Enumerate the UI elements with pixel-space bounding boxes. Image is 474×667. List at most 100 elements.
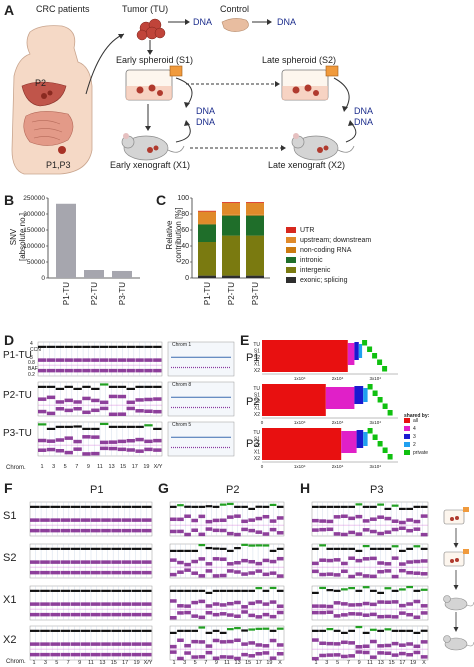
panel-b-xtick-label: P2-TU (90, 282, 99, 305)
baf-band-upper (170, 644, 177, 649)
baf-band-upper (100, 358, 109, 362)
panel-e-bar-private (387, 454, 393, 460)
panel-f-chrom-tick: 13 (99, 660, 105, 666)
baf-band-lower (219, 528, 227, 533)
ccn-segment (55, 345, 65, 348)
ccn-segment (177, 549, 184, 552)
baf-band-upper (219, 603, 227, 607)
baf-band-lower (108, 368, 118, 373)
baf-band-lower (101, 528, 111, 533)
baf-band-upper (241, 519, 248, 524)
ccn-segment (100, 345, 109, 348)
baf-band-upper (269, 559, 277, 564)
ccn-segment (101, 547, 111, 550)
ccn-segment (126, 345, 135, 348)
ccn-segment (55, 387, 65, 390)
baf-band-upper (184, 562, 191, 567)
baf-band-lower (406, 528, 413, 533)
panel-c-legend-swatch (286, 227, 296, 233)
panel-g-chrom-tick: 5 (194, 660, 197, 666)
baf-band-lower (60, 528, 71, 533)
panel-c-legend-swatch (286, 267, 296, 273)
baf-band-lower (370, 529, 377, 534)
baf-band-lower (234, 532, 241, 537)
panel-h-chrom-tick: 3 (325, 660, 328, 666)
panel-c-legend-swatch (286, 237, 296, 243)
baf-band-lower (262, 612, 270, 617)
baf-band-lower (227, 569, 234, 573)
baf-band-upper (248, 601, 255, 606)
ccn-segment (219, 503, 227, 506)
baf-band-upper (111, 518, 121, 522)
ccn-segment (131, 547, 142, 550)
baf-band-upper (117, 358, 127, 362)
baf-band-lower (241, 610, 248, 614)
ccn-segment (391, 504, 399, 507)
baf-band-upper (177, 604, 184, 608)
baf-band-upper (262, 558, 270, 563)
baf-band-lower (131, 612, 142, 617)
baf-band-lower (205, 527, 213, 531)
baf-band-lower (248, 613, 255, 618)
ccn-segment (46, 427, 56, 430)
baf-band-lower (348, 574, 355, 579)
baf-band-upper (255, 561, 263, 566)
ccn-segment (73, 387, 82, 390)
baf-band-upper (117, 394, 127, 399)
baf-band-upper (212, 557, 220, 561)
ccn-segment (348, 586, 355, 590)
baf-band-upper (255, 600, 263, 604)
ccn-segment (276, 547, 284, 550)
baf-band-lower (73, 368, 82, 373)
baf-band-upper (413, 644, 421, 649)
baf-band-lower (319, 572, 326, 577)
panel-c-legend-swatch (286, 257, 296, 263)
baf-band-lower (191, 655, 198, 659)
baf-band-lower (101, 652, 111, 657)
dna-label-x1: DNA (196, 117, 216, 127)
panel-c-bar-segment (198, 242, 216, 276)
baf-band-lower (144, 409, 153, 414)
ccn-segment (126, 387, 135, 390)
panel-d-row-2: P2-TU (3, 390, 32, 401)
baf-band-lower (248, 528, 255, 533)
ccn-segment (262, 505, 270, 508)
side-mouse-tail-icon (466, 601, 474, 607)
ccn-segment (153, 345, 162, 348)
baf-band-upper (269, 600, 277, 604)
baf-band-upper (420, 514, 428, 518)
baf-band-lower (413, 615, 421, 619)
ccn-segment (248, 589, 255, 592)
ccn-segment (141, 505, 152, 508)
control-label: Control (220, 4, 250, 14)
panel-h-chrom-tick: 7 (347, 660, 350, 666)
ccn-segment (121, 547, 132, 550)
baf-band-lower (355, 532, 363, 536)
ccn-segment (50, 589, 60, 592)
panel-b-ytick-label: 150000 (23, 227, 45, 234)
baf-band-lower (198, 615, 206, 620)
panel-b-ytick-label: 50000 (27, 259, 45, 266)
baf-band-upper (312, 518, 319, 523)
baf-band-lower (131, 570, 142, 575)
panel-d-chrom-tick: 7 (75, 464, 78, 470)
baf-band-upper (227, 515, 234, 519)
baf-band-lower (341, 654, 348, 659)
ccn-segment (355, 503, 363, 506)
side-spheroid-icon (450, 559, 454, 563)
panel-e-bar-private (367, 384, 373, 390)
baf-band-lower (198, 532, 206, 537)
ccn-segment (80, 629, 91, 632)
baf-band-lower (333, 573, 341, 577)
baf-band-upper (170, 517, 177, 522)
ccn-segment (111, 589, 121, 592)
panel-c-letter: C (156, 192, 167, 208)
ccn-segment (348, 547, 355, 550)
baf-band-upper (38, 397, 47, 401)
ccn-segment (121, 629, 132, 632)
panel-e-p1: P1 (246, 352, 260, 364)
ccn-segment (198, 589, 206, 592)
baf-band-lower (91, 368, 100, 373)
baf-band-lower (399, 611, 406, 615)
ccn-segment (91, 505, 101, 508)
